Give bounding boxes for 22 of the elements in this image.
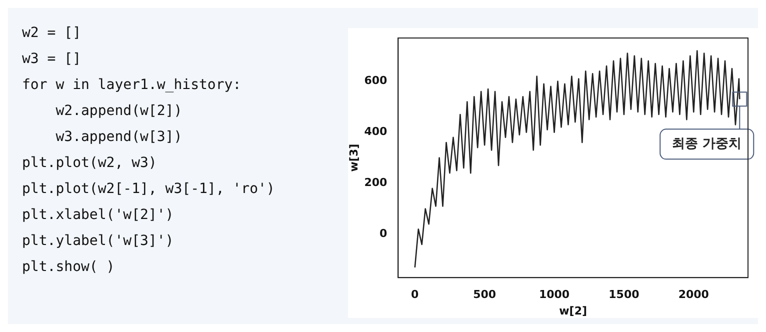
y-tick-label: 200: [364, 176, 388, 190]
x-axis-title: w[2]: [559, 304, 588, 318]
annotation: 최종 가중치: [672, 136, 742, 152]
y-tick-label: 0: [380, 227, 388, 240]
text: w2 = []: [22, 24, 82, 43]
text: w3 = []: [22, 50, 82, 69]
text: for w in layer1.w_history:: [22, 76, 242, 95]
y-tick-label: 400: [364, 125, 388, 138]
text: plt.xlabel('w[2]'): [22, 206, 175, 225]
text: w3.append(w[3]): [54, 128, 184, 147]
text: plt.ylabel('w[3]'): [22, 232, 175, 251]
text: plt.plot(w2, w3): [22, 154, 158, 173]
text: plt.show( ): [22, 258, 116, 277]
x-tick-label: 1000: [538, 288, 570, 302]
text: w2.append(w[2]): [54, 102, 184, 121]
x-tick-label: 500: [473, 288, 496, 302]
y-axis-title: w[3]: [347, 144, 360, 172]
y-tick-label: 600: [364, 74, 388, 88]
text: plt.plot(w2[-1], w3[-1], 'ro'): [22, 180, 276, 199]
x-tick-label: 0: [411, 288, 420, 302]
x-tick-label: 2000: [678, 288, 710, 302]
x-tick-label: 1500: [608, 288, 640, 302]
